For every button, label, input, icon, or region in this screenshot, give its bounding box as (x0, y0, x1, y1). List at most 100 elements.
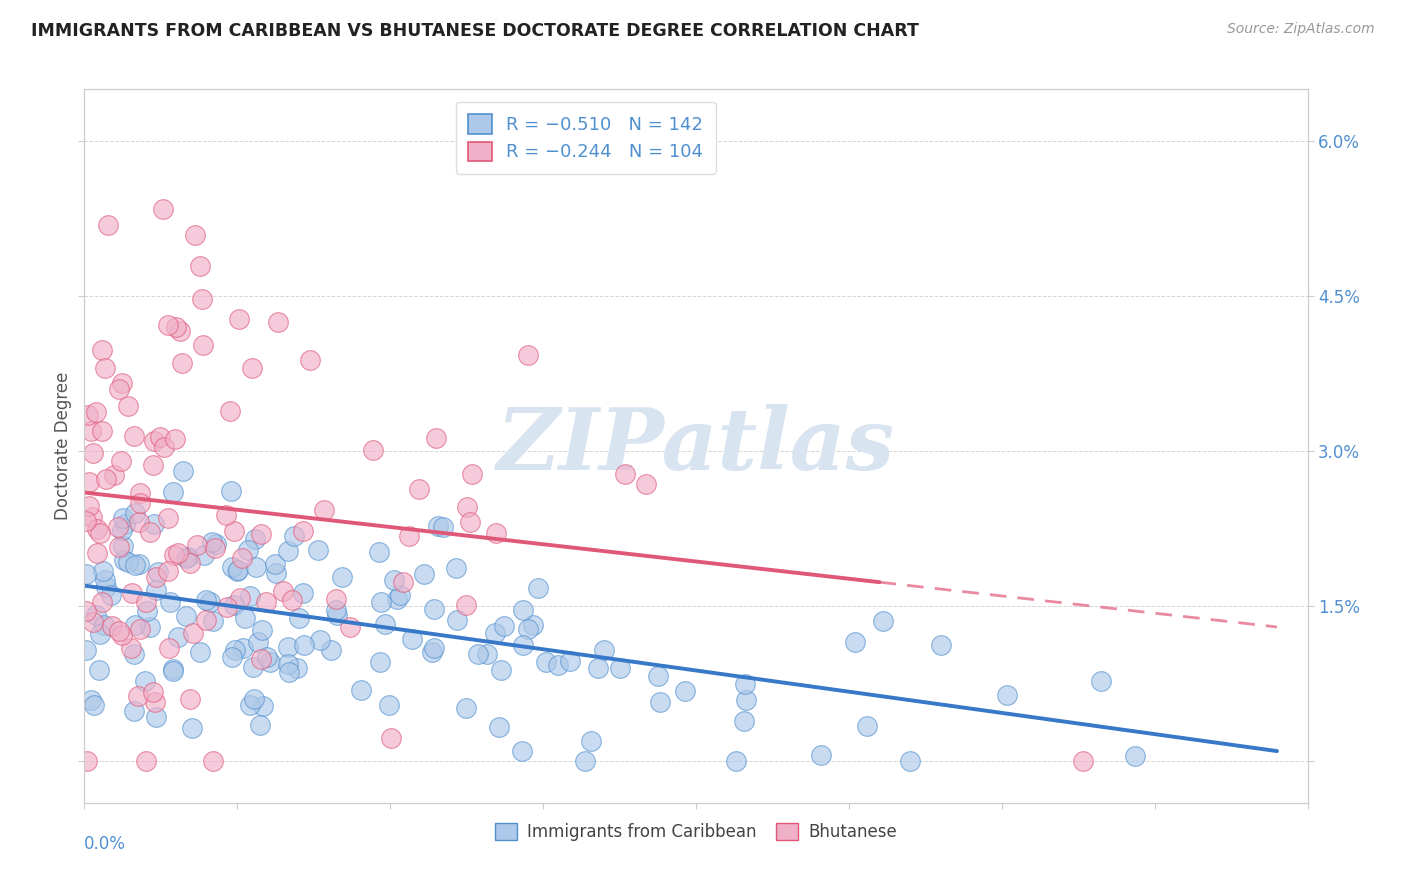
Text: 0.0%: 0.0% (84, 835, 127, 853)
Point (517, 622, 540, 636)
Point (581, 734, 603, 748)
Point (152, 202, 174, 216)
Point (243, 691, 266, 706)
Point (79, 425, 101, 439)
Point (239, 589, 262, 603)
Point (179, 556, 201, 570)
Point (420, 645, 443, 659)
Point (485, 525, 508, 540)
Point (488, 719, 510, 733)
Point (370, 595, 392, 609)
Point (277, 640, 299, 654)
Text: Source: ZipAtlas.com: Source: ZipAtlas.com (1227, 22, 1375, 37)
Point (84, 607, 107, 622)
Point (145, 710, 167, 724)
Point (734, 693, 756, 707)
Point (75, 566, 97, 581)
Point (121, 586, 143, 600)
Point (264, 566, 287, 580)
Point (229, 591, 252, 605)
Point (228, 311, 250, 326)
Point (205, 537, 228, 551)
Point (427, 519, 450, 533)
Point (145, 570, 167, 584)
Point (129, 486, 152, 500)
Point (91, 343, 114, 357)
Point (929, 638, 952, 652)
Point (97, 219, 120, 233)
Point (89, 626, 111, 640)
Point (114, 517, 136, 532)
Point (254, 595, 277, 609)
Point (90, 424, 112, 438)
Point (224, 598, 246, 612)
Point (107, 382, 129, 396)
Point (292, 586, 315, 600)
Point (169, 324, 191, 338)
Point (484, 626, 506, 640)
Point (325, 602, 347, 616)
Point (84, 405, 107, 419)
Point (512, 602, 534, 616)
Point (326, 608, 349, 623)
Point (321, 642, 343, 657)
Point (245, 532, 267, 546)
Point (174, 608, 197, 623)
Point (592, 643, 614, 657)
Point (86, 546, 108, 560)
Point (219, 404, 242, 418)
Point (82, 446, 104, 460)
Point (844, 635, 866, 649)
Point (361, 442, 384, 457)
Point (516, 348, 538, 362)
Point (446, 613, 468, 627)
Point (77, 408, 100, 422)
Point (264, 557, 287, 571)
Point (291, 524, 314, 538)
Point (128, 557, 150, 571)
Point (135, 595, 157, 609)
Point (75, 604, 97, 618)
Point (995, 688, 1018, 702)
Point (398, 529, 420, 543)
Point (574, 755, 596, 769)
Point (181, 721, 204, 735)
Point (124, 618, 146, 632)
Point (101, 619, 124, 633)
Point (122, 429, 145, 443)
Point (162, 664, 184, 678)
Point (177, 549, 200, 564)
Point (157, 640, 180, 655)
Point (458, 515, 481, 529)
Point (368, 655, 391, 669)
Point (226, 564, 249, 578)
Point (159, 595, 181, 609)
Point (122, 648, 145, 662)
Point (492, 619, 515, 633)
Point (194, 613, 217, 627)
Point (198, 595, 221, 609)
Point (467, 648, 489, 662)
Point (292, 638, 315, 652)
Point (454, 599, 477, 613)
Text: IMMIGRANTS FROM CARIBBEAN VS BHUTANESE DOCTORATE DEGREE CORRELATION CHART: IMMIGRANTS FROM CARIBBEAN VS BHUTANESE D… (31, 22, 918, 40)
Point (1090, 673, 1112, 688)
Point (374, 616, 396, 631)
Point (377, 698, 399, 712)
Point (380, 731, 402, 745)
Point (163, 548, 186, 562)
Point (153, 440, 176, 454)
Point (634, 476, 657, 491)
Point (167, 630, 190, 644)
Point (143, 695, 166, 709)
Point (156, 511, 179, 525)
Point (96, 580, 118, 594)
Point (222, 524, 245, 539)
Legend: Immigrants from Caribbean, Bhutanese: Immigrants from Caribbean, Bhutanese (488, 816, 904, 848)
Point (120, 641, 142, 656)
Point (408, 482, 430, 496)
Point (202, 755, 225, 769)
Point (242, 659, 264, 673)
Point (117, 399, 139, 413)
Point (122, 704, 145, 718)
